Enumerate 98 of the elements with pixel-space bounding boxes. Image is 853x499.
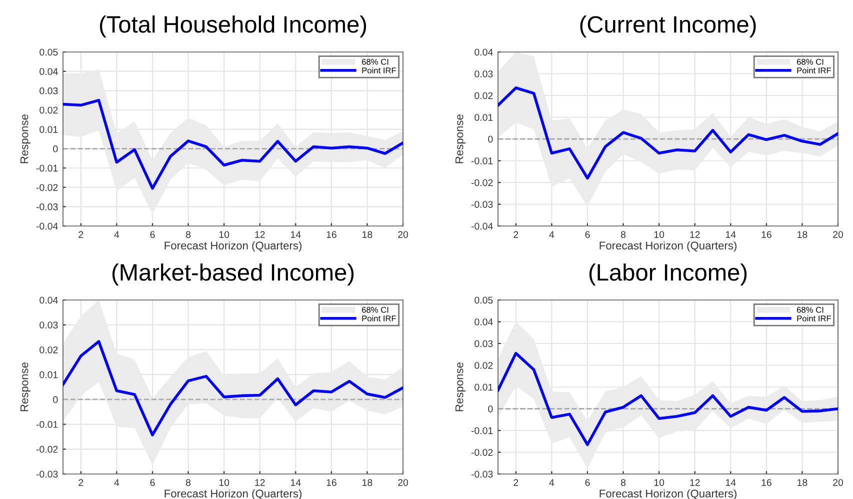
- x-tick-label: 18: [798, 231, 808, 238]
- x-tick-label: 10: [219, 231, 230, 238]
- y-tick-label: 0.03: [40, 322, 58, 328]
- x-tick-label: 18: [798, 479, 808, 486]
- y-tick-label: -0.01: [36, 421, 58, 428]
- y-tick-label: -0.02: [36, 446, 58, 453]
- x-tick-label: 8: [186, 479, 191, 486]
- x-tick-label: 20: [398, 231, 408, 238]
- legend-label: 68% CI: [362, 306, 388, 313]
- line-series: [498, 352, 838, 446]
- y-tick-label: 0.03: [40, 87, 58, 94]
- x-axis-title: Forecast Horizon (Quarters): [600, 241, 736, 252]
- x-tick-label: 12: [690, 479, 700, 486]
- x-tick-label: 14: [726, 231, 736, 238]
- legend-label: Point IRF: [362, 67, 396, 74]
- chart-title: (Labor Income): [589, 263, 747, 286]
- y-tick-label: 0.02: [40, 346, 58, 354]
- x-tick-label: 8: [620, 479, 626, 486]
- y-tick-label: -0.04: [471, 222, 493, 230]
- x-tick-label: 4: [114, 479, 120, 486]
- x-tick-label: 2: [514, 479, 518, 486]
- y-tick-label: -0.02: [471, 179, 493, 186]
- x-tick-label: 20: [833, 479, 844, 486]
- x-tick-label: 16: [762, 231, 772, 238]
- x-tick-label: 6: [150, 479, 155, 486]
- x-tick-label: 6: [585, 231, 590, 238]
- y-tick-label: -0.04: [36, 222, 58, 230]
- x-tick-label: 6: [150, 231, 155, 238]
- x-tick-label: 12: [255, 231, 265, 238]
- x-tick-label: 4: [114, 231, 120, 238]
- x-tick-label: 12: [690, 231, 700, 238]
- x-tick-label: 8: [620, 231, 626, 238]
- line-series: [498, 86, 838, 180]
- x-tick-label: 18: [362, 479, 372, 486]
- y-tick-label: 0.01: [40, 371, 58, 378]
- x-axis-title: Forecast Horizon (Quarters): [164, 241, 302, 252]
- x-tick-label: 2: [78, 231, 84, 238]
- line-series: [63, 340, 403, 436]
- x-tick-label: 4: [549, 479, 554, 486]
- legend-label: 68% CI: [797, 306, 824, 313]
- legend-label: Point IRF: [797, 67, 831, 74]
- x-tick-label: 10: [654, 479, 664, 486]
- x-tick-label: 18: [362, 231, 372, 238]
- x-tick-label: 12: [255, 479, 265, 486]
- y-tick-label: 0.04: [40, 296, 58, 304]
- x-tick-label: 8: [186, 231, 191, 238]
- x-tick-label: 14: [726, 479, 736, 486]
- x-tick-label: 10: [219, 479, 230, 486]
- x-tick-label: 20: [833, 231, 844, 238]
- y-axis-title: Response: [20, 362, 30, 412]
- x-tick-label: 14: [290, 479, 301, 486]
- legend-label: 68% CI: [797, 58, 824, 65]
- y-tick-label: -0.03: [36, 203, 58, 210]
- y-tick-label: -0.03: [471, 200, 493, 208]
- y-tick-label: 0: [488, 136, 493, 143]
- y-tick-label: -0.03: [471, 470, 493, 478]
- y-tick-label: 0: [53, 145, 58, 152]
- y-tick-label: -0.02: [471, 448, 493, 456]
- y-tick-label: 0.02: [474, 92, 493, 100]
- y-tick-label: -0.03: [36, 470, 58, 478]
- y-tick-label: 0: [53, 396, 58, 404]
- y-tick-label: 0.01: [474, 384, 493, 391]
- x-tick-label: 2: [78, 479, 84, 486]
- x-tick-label: 16: [762, 479, 772, 486]
- chart-title: (Total Household Income): [100, 15, 366, 38]
- y-tick-label: -0.02: [36, 184, 58, 191]
- x-tick-label: 6: [585, 479, 590, 486]
- x-tick-label: 20: [398, 479, 408, 486]
- legend-label: Point IRF: [797, 315, 831, 322]
- y-tick-label: -0.01: [471, 427, 493, 434]
- x-tick-label: 16: [326, 231, 336, 238]
- y-tick-label: -0.01: [36, 164, 58, 172]
- x-tick-label: 4: [549, 231, 554, 238]
- legend-label: Point IRF: [362, 315, 396, 322]
- x-tick-label: 2: [514, 231, 518, 238]
- line-series: [63, 98, 403, 190]
- y-axis-title: Response: [20, 114, 30, 164]
- y-tick-label: 0.04: [474, 48, 493, 56]
- y-tick-label: 0.01: [40, 126, 58, 133]
- y-axis-title: Response: [455, 114, 466, 164]
- chart-title: (Current Income): [580, 15, 756, 38]
- x-tick-label: 10: [654, 231, 664, 238]
- y-axis-title: Response: [455, 362, 466, 412]
- y-tick-label: 0.03: [474, 340, 493, 348]
- legend-label: 68% CI: [362, 58, 388, 65]
- y-tick-label: 0.01: [474, 114, 493, 121]
- y-tick-label: 0.04: [40, 68, 58, 75]
- x-tick-label: 14: [290, 231, 301, 238]
- y-tick-label: 0.04: [474, 318, 493, 326]
- y-tick-label: 0.05: [474, 296, 493, 304]
- y-tick-label: 0.05: [40, 48, 58, 56]
- x-tick-label: 16: [326, 479, 336, 486]
- y-tick-label: -0.01: [471, 157, 493, 164]
- chart-title: (Market-based Income): [112, 263, 354, 286]
- y-tick-label: 0: [488, 405, 493, 412]
- y-tick-label: 0.03: [474, 70, 493, 78]
- y-tick-label: 0.02: [474, 362, 493, 369]
- y-tick-label: 0.02: [40, 106, 58, 114]
